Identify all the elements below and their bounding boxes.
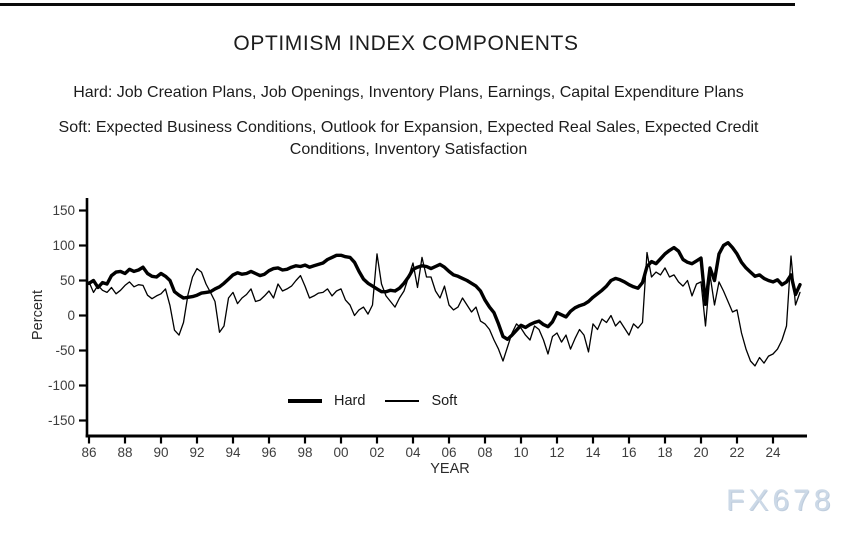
svg-text:10: 10: [513, 445, 528, 460]
chart-title: OPTIMISM INDEX COMPONENTS: [233, 32, 579, 55]
svg-text:150: 150: [52, 203, 75, 218]
svg-text:24: 24: [765, 445, 781, 460]
svg-text:04: 04: [405, 445, 421, 460]
legend-label-soft: Soft: [431, 393, 458, 409]
svg-text:94: 94: [225, 445, 241, 460]
watermark: FX678: [726, 484, 835, 517]
legend: Hard Soft: [288, 393, 457, 409]
svg-text:00: 00: [333, 445, 348, 460]
svg-text:16: 16: [621, 445, 636, 460]
legend-item-soft: Soft: [385, 393, 457, 409]
legend-item-hard: Hard: [288, 393, 365, 409]
hard-line-sample-icon: [288, 399, 322, 403]
svg-text:0: 0: [67, 308, 75, 323]
svg-text:92: 92: [189, 445, 204, 460]
svg-text:12: 12: [549, 445, 564, 460]
svg-text:96: 96: [261, 445, 276, 460]
svg-text:-100: -100: [48, 378, 75, 393]
y-axis-label: Percent: [30, 290, 46, 340]
svg-text:86: 86: [81, 445, 96, 460]
svg-text:100: 100: [52, 238, 75, 253]
svg-text:08: 08: [477, 445, 492, 460]
soft-components-definition-text: Soft: Expected Business Conditions, Outl…: [58, 119, 759, 158]
svg-text:22: 22: [729, 445, 744, 460]
svg-text:06: 06: [441, 445, 456, 460]
soft-line-sample-icon: [385, 400, 420, 402]
top-border-rule: [0, 3, 795, 6]
svg-text:02: 02: [369, 445, 384, 460]
soft-components-definition: Soft: Expected Business Conditions, Outl…: [0, 117, 817, 161]
hard-components-definition: Hard: Job Creation Plans, Job Openings, …: [73, 84, 744, 101]
svg-text:14: 14: [585, 445, 601, 460]
x-axis-label: YEAR: [430, 461, 470, 477]
svg-text:88: 88: [117, 445, 132, 460]
legend-label-hard: Hard: [334, 393, 366, 409]
svg-text:-50: -50: [55, 343, 75, 358]
svg-text:90: 90: [153, 445, 168, 460]
svg-text:-150: -150: [48, 413, 75, 428]
svg-text:50: 50: [60, 273, 75, 288]
svg-text:98: 98: [297, 445, 312, 460]
svg-text:20: 20: [693, 445, 708, 460]
svg-text:18: 18: [657, 445, 672, 460]
